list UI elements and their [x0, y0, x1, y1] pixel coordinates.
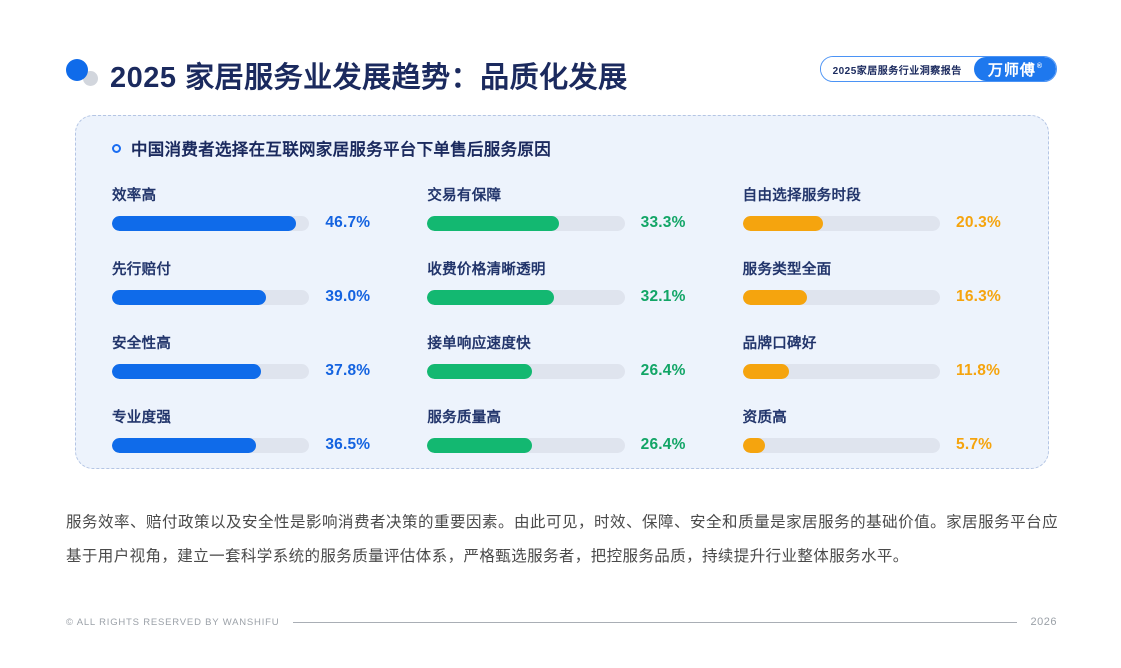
bar-label: 效率高	[112, 188, 157, 204]
chart-bar-item: 收费价格清晰透明 32.1%	[427, 258, 696, 306]
bar-fill	[112, 215, 297, 231]
bar-row: 46.7%	[112, 214, 381, 232]
chart-bar-item: 专业度强 36.5%	[112, 406, 381, 454]
chart-bar-item: 先行赔付 39.0%	[112, 258, 381, 306]
bar-fill	[742, 215, 823, 231]
report-badge-label: 2025家居服务行业洞察报告	[820, 57, 974, 81]
bar-label: 安全性高	[112, 336, 172, 352]
page-number: 2026	[1030, 616, 1057, 628]
bar-label: 品牌口碑好	[742, 336, 817, 352]
bar-value: 26.4%	[640, 436, 686, 453]
bar-row: 37.8%	[112, 362, 381, 380]
brand-name: 万师傅	[987, 61, 1036, 79]
bar-value: 39.0%	[325, 288, 371, 305]
footer-divider	[293, 621, 1017, 623]
footer: © ALL RIGHTS RESERVED BY WANSHIFU 2026	[66, 616, 1057, 628]
chart-title-row: 中国消费者选择在互联网家居服务平台下单售后服务原因	[112, 136, 1012, 160]
circle-bullet-icon	[112, 143, 121, 153]
bar-value: 16.3%	[956, 288, 1001, 305]
report-badge: 2025家居服务行业洞察报告 万师傅 ®	[819, 56, 1057, 82]
bar-track	[742, 289, 940, 305]
bar-fill	[427, 215, 559, 231]
chart-bar-item: 自由选择服务时段 20.3%	[742, 184, 1012, 232]
chart-title: 中国消费者选择在互联网家居服务平台下单售后服务原因	[131, 141, 551, 159]
bar-value: 46.7%	[325, 214, 371, 231]
bar-row: 26.4%	[427, 436, 696, 454]
bar-track	[112, 215, 310, 231]
bar-label: 自由选择服务时段	[742, 188, 862, 204]
bar-track	[742, 215, 940, 231]
bar-fill	[112, 289, 266, 305]
bar-fill	[112, 437, 257, 453]
bar-row: 11.8%	[742, 362, 1012, 380]
bar-fill	[742, 363, 790, 379]
bar-value: 36.5%	[325, 436, 371, 453]
bar-fill	[427, 437, 532, 453]
bar-track	[742, 437, 940, 453]
chart-bar-item: 安全性高 37.8%	[112, 332, 381, 380]
bar-value: 5.7%	[956, 436, 993, 453]
bar-row: 36.5%	[112, 436, 381, 454]
bar-label: 专业度强	[112, 410, 172, 426]
chart-bar-item: 服务质量高 26.4%	[427, 406, 696, 454]
bar-value: 20.3%	[956, 214, 1001, 231]
bar-track	[112, 363, 310, 379]
bar-label: 交易有保障	[427, 188, 502, 204]
chart-panel: 中国消费者选择在互联网家居服务平台下单售后服务原因 效率高 46.7% 先行赔付…	[75, 115, 1049, 469]
chart-bar-item: 资质高 5.7%	[742, 406, 1012, 454]
bar-row: 20.3%	[742, 214, 1012, 232]
bar-label: 资质高	[742, 410, 788, 426]
registered-mark: ®	[1036, 62, 1043, 70]
bar-fill	[742, 437, 766, 453]
bar-track	[427, 289, 625, 305]
bar-label: 服务类型全面	[742, 262, 832, 278]
bar-value: 11.8%	[956, 362, 1001, 379]
bar-track	[427, 215, 625, 231]
bar-track	[742, 363, 940, 379]
bar-label: 收费价格清晰透明	[427, 262, 546, 278]
bullet-dot-blue	[66, 59, 88, 81]
bar-value: 33.3%	[640, 214, 686, 231]
brand-logo: 万师傅 ®	[973, 57, 1056, 81]
bar-label: 接单响应速度快	[427, 336, 531, 352]
bar-row: 26.4%	[427, 362, 696, 380]
bar-row: 33.3%	[427, 214, 696, 232]
bar-track	[427, 363, 625, 379]
page-title: 2025 家居服务业发展趋势：品质化发展	[110, 62, 628, 94]
chart-bar-item: 品牌口碑好 11.8%	[742, 332, 1012, 380]
bar-value: 26.4%	[640, 362, 686, 379]
bar-fill	[112, 363, 262, 379]
bar-value: 37.8%	[325, 362, 371, 379]
bar-label: 先行赔付	[112, 262, 172, 278]
bar-row: 16.3%	[742, 288, 1012, 306]
bar-track	[427, 437, 625, 453]
bar-fill	[427, 363, 532, 379]
chart-bar-item: 接单响应速度快 26.4%	[427, 332, 696, 380]
bar-track	[112, 289, 310, 305]
chart-bar-item: 交易有保障 33.3%	[427, 184, 696, 232]
copyright-text: © ALL RIGHTS RESERVED BY WANSHIFU	[66, 616, 280, 628]
bar-row: 5.7%	[742, 436, 1012, 454]
bar-fill	[427, 289, 554, 305]
chart-grid: 效率高 46.7% 先行赔付 39.0% 安全性高	[112, 184, 1012, 453]
bar-track	[112, 437, 310, 453]
chart-bar-item: 服务类型全面 16.3%	[742, 258, 1012, 306]
header: 2025 家居服务业发展趋势：品质化发展 2025家居服务行业洞察报告 万师傅 ®	[64, 54, 1057, 94]
bar-row: 32.1%	[427, 288, 696, 306]
bar-row: 39.0%	[112, 288, 381, 306]
title-bullet-icon	[66, 58, 102, 88]
bar-fill	[742, 289, 807, 305]
chart-bar-item: 效率高 46.7%	[112, 184, 381, 232]
bar-value: 32.1%	[640, 288, 686, 305]
summary-paragraph: 服务效率、赔付政策以及安全性是影响消费者决策的重要因素。由此可见，时效、保障、安…	[66, 514, 1058, 565]
bar-label: 服务质量高	[427, 410, 502, 426]
